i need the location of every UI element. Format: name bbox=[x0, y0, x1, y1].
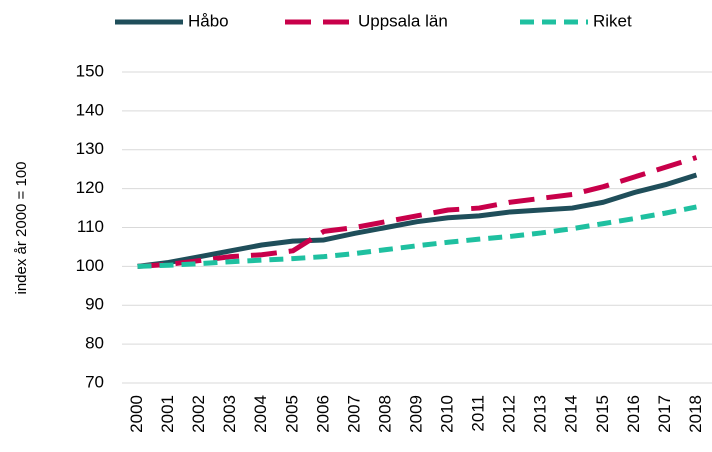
y-tick-label: 150 bbox=[76, 61, 104, 80]
x-tick-label: 2008 bbox=[375, 395, 394, 433]
y-tick-label: 90 bbox=[85, 295, 104, 314]
x-tick-label: 2010 bbox=[438, 395, 457, 433]
x-tick-label: 2000 bbox=[127, 395, 146, 433]
y-tick-label: 130 bbox=[76, 139, 104, 158]
x-tick-label: 2013 bbox=[531, 395, 550, 433]
x-tick-label: 2016 bbox=[624, 395, 643, 433]
y-tick-label: 140 bbox=[76, 100, 104, 119]
y-tick-label: 100 bbox=[76, 256, 104, 275]
line-series bbox=[137, 172, 698, 269]
line-series bbox=[137, 155, 698, 269]
legend-label: Håbo bbox=[188, 11, 229, 30]
x-tick-label: 2002 bbox=[189, 395, 208, 433]
x-tick-label: 2014 bbox=[562, 395, 581, 433]
x-tick-label: 2005 bbox=[282, 395, 301, 433]
x-tick-label: 2012 bbox=[500, 395, 519, 433]
x-tick-label: 2011 bbox=[469, 395, 488, 432]
y-axis-label: index år 2000 = 100 bbox=[13, 161, 30, 294]
x-tick-label: 2001 bbox=[158, 395, 177, 433]
x-tick-label: 2007 bbox=[344, 395, 363, 433]
legend-label: Riket bbox=[593, 11, 632, 30]
y-tick-label: 110 bbox=[77, 217, 104, 236]
x-tick-label: 2006 bbox=[313, 395, 332, 433]
y-tick-label: 70 bbox=[85, 372, 104, 391]
y-tick-label: 120 bbox=[76, 178, 104, 197]
x-tick-label: 2003 bbox=[220, 395, 239, 433]
x-tick-label: 2017 bbox=[655, 395, 674, 433]
y-tick-label: 80 bbox=[85, 334, 104, 353]
line-series bbox=[137, 204, 697, 269]
x-tick-label: 2009 bbox=[406, 395, 425, 433]
x-tick-label: 2015 bbox=[593, 395, 612, 433]
x-tick-label: 2018 bbox=[686, 395, 705, 433]
x-tick-label: 2004 bbox=[251, 395, 270, 433]
legend-label: Uppsala län bbox=[358, 11, 448, 30]
